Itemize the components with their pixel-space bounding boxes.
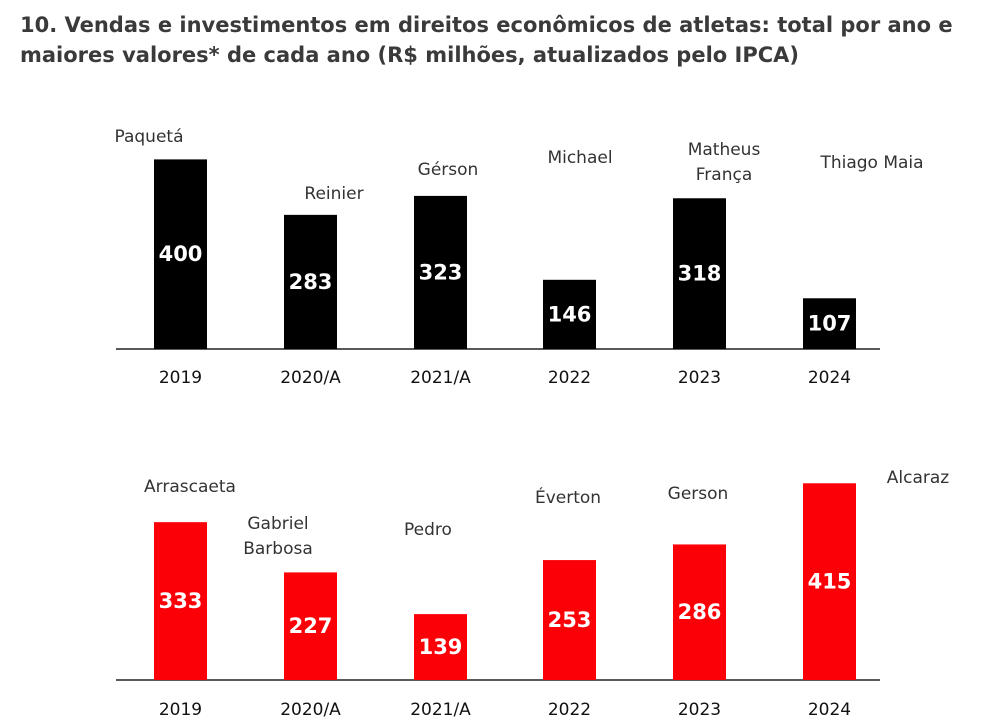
player-name: Pedro — [404, 520, 452, 540]
value-label: 139 — [419, 635, 463, 659]
value-label: 333 — [159, 589, 203, 613]
x-tick-label: 2019 — [159, 700, 202, 720]
player-name: França — [696, 165, 753, 185]
player-name: Arrascaeta — [144, 477, 236, 497]
bar — [414, 195, 467, 349]
value-label: 253 — [548, 608, 592, 632]
page-title: 10. Vendas e investimentos em direitos e… — [20, 13, 953, 67]
player-name: Thiago Maia — [819, 153, 923, 173]
value-label: 400 — [159, 242, 203, 266]
player-name: Matheus — [688, 140, 761, 160]
x-tick-label: 2022 — [548, 700, 591, 720]
x-tick-label: 2020/A — [280, 700, 341, 720]
player-name: Reinier — [304, 184, 363, 204]
x-tick-label: 2024 — [808, 368, 851, 388]
bar — [673, 544, 726, 680]
player-name: Barbosa — [243, 539, 313, 559]
value-label: 415 — [808, 570, 852, 594]
bar — [414, 614, 467, 680]
player-name: Gérson — [418, 160, 479, 180]
value-label: 286 — [678, 600, 722, 624]
value-label: 227 — [289, 614, 333, 638]
value-label: 318 — [678, 262, 722, 286]
player-name: Gabriel — [247, 514, 308, 534]
player-name: Michael — [547, 148, 612, 168]
player-name: Alcaraz — [887, 468, 950, 488]
x-tick-label: 2021/A — [410, 368, 471, 388]
x-tick-label: 2021/A — [410, 700, 471, 720]
value-label: 146 — [548, 302, 592, 326]
x-tick-label: 2023 — [678, 368, 721, 388]
bar — [154, 522, 207, 680]
x-tick-label: 2023 — [678, 700, 721, 720]
bar — [154, 159, 207, 349]
bar — [673, 198, 726, 349]
player-name: Éverton — [535, 486, 601, 508]
player-name: Gerson — [668, 484, 729, 504]
x-tick-label: 2024 — [808, 700, 851, 720]
value-label: 323 — [419, 260, 463, 284]
x-tick-label: 2020/A — [280, 368, 341, 388]
bar — [284, 572, 337, 680]
bar — [284, 214, 337, 349]
bar — [543, 560, 596, 680]
player-name: Paquetá — [114, 127, 183, 147]
bar — [803, 483, 856, 680]
bar — [543, 279, 596, 349]
value-label: 283 — [289, 270, 333, 294]
x-tick-label: 2019 — [159, 368, 202, 388]
value-label: 107 — [808, 312, 852, 336]
x-tick-label: 2022 — [548, 368, 591, 388]
bar — [803, 298, 856, 349]
